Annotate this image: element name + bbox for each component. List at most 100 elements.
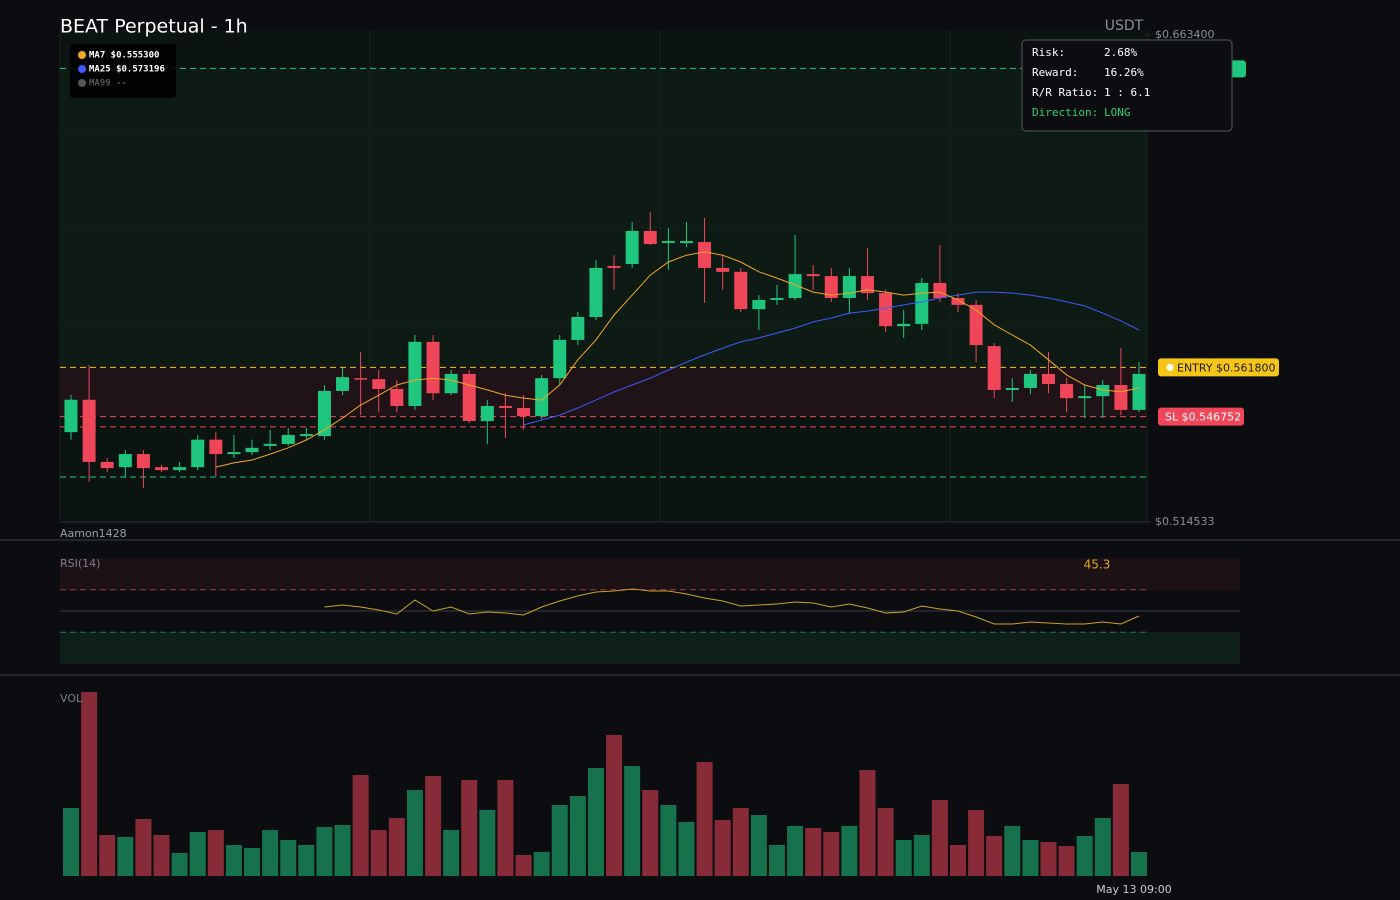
info-box [1021,39,1233,132]
info-label: Direction: [1032,106,1098,119]
candle-body [824,276,838,299]
volume-bar [569,796,586,876]
candle-body [136,454,150,469]
volume-bar [678,822,695,876]
candle-body [625,230,639,264]
volume-bar [244,848,261,876]
watermark: Aamon1428 [60,527,127,540]
candle-body [933,282,947,299]
volume-bar [153,835,170,876]
candle-body [1132,373,1146,410]
volume-bar [624,766,641,876]
reward-zone [60,68,1147,368]
volume-bar [334,825,351,876]
volume-bar [207,830,224,876]
legend-dot [78,51,86,59]
volume-bar [660,805,677,876]
volume-bar [515,855,532,876]
volume-bar [497,780,514,876]
volume-bar [1022,840,1039,876]
volume-bar [768,845,785,876]
volume-bar [99,835,116,876]
info-value: LONG [1104,106,1131,119]
volume-bar [732,808,749,876]
entry-label: ENTRY $0.561800 [1177,361,1276,374]
volume-bar [1112,784,1129,876]
candle-body [951,298,965,305]
volume-bar [479,810,496,876]
candle-body [480,405,494,422]
volume-bar [750,815,767,876]
legend-box [70,44,176,98]
candle-body [64,399,78,433]
candle-body [155,467,169,471]
volume-bar [406,790,423,876]
candle-body [553,339,567,379]
info-label: Risk: [1032,46,1065,59]
candle-body [118,454,132,468]
volume-bar [642,790,659,876]
volume-bar [986,836,1003,876]
volume-bar [949,845,966,876]
entry-dot [1166,363,1174,371]
volume-bar [787,826,804,876]
candle-body [317,390,331,437]
volume-label: VOL [60,692,83,705]
info-label: R/R Ratio: [1032,86,1098,99]
candle-body [299,434,313,437]
candle-body [390,388,404,406]
candle-body [679,241,693,244]
volume-bar [370,830,387,876]
volume-bar [913,835,930,876]
rsi-label: RSI(14) [60,557,100,570]
candle-body [806,274,820,277]
legend-dot [78,79,86,87]
volume-bar [443,830,460,876]
candle-body [1041,373,1055,385]
candle-body [607,265,621,268]
risk-zone [60,367,1147,417]
volume-bar [1076,836,1093,876]
volume-bar [63,808,79,876]
legend-dot [78,65,86,73]
volume-bar [262,830,279,876]
ma25-line [523,291,1140,426]
volume-bar [1040,842,1057,876]
volume-bar [841,826,858,876]
candle-body [698,242,712,268]
volume-bar [551,805,568,876]
currency-label: USDT [1105,18,1144,34]
volume-bar [895,840,912,876]
candle-body [245,447,259,453]
candle-body [281,435,295,444]
candle-body [227,452,241,455]
volume-bar [280,840,297,876]
candle-body [426,341,440,394]
candle-body [860,276,874,294]
candle-body [1060,384,1074,399]
volume-bar [1131,852,1147,876]
candle-body [336,377,350,391]
volume-bar [606,735,623,876]
volume-bar [1004,826,1021,876]
candle-body [1096,385,1110,397]
candle-body [100,461,114,469]
candle-body [643,230,657,245]
info-value: 2.68% [1104,46,1137,59]
candle-body [444,373,458,394]
candle-body [752,299,766,310]
volume-bar [1094,818,1111,876]
rsi-oversold-zone [60,632,1240,664]
candle-body [191,439,205,468]
legend-label: MA99 -- [89,79,127,89]
volume-bar [135,819,152,876]
candle-body [915,282,929,324]
volume-bar [117,837,134,876]
candle-body [734,271,748,310]
info-label: Reward: [1032,66,1078,79]
volume-bar [171,853,188,876]
stop-loss-pill [1158,407,1244,426]
volume-bar [696,762,713,876]
volume-bar [823,832,840,876]
